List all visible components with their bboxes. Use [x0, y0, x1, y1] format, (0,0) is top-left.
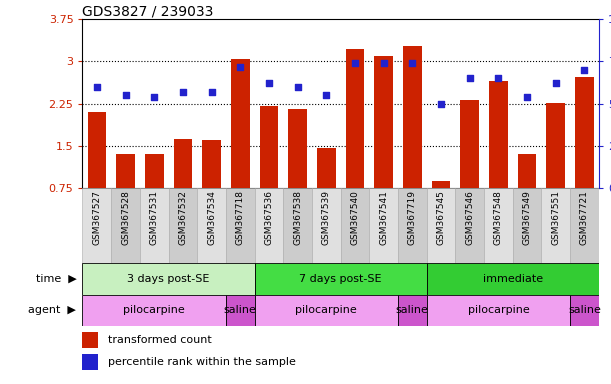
Text: GSM367538: GSM367538 — [293, 190, 302, 245]
Text: GSM367548: GSM367548 — [494, 190, 503, 245]
Bar — [369, 188, 398, 263]
Bar — [226, 188, 255, 263]
Text: GSM367545: GSM367545 — [436, 190, 445, 245]
Text: GSM367531: GSM367531 — [150, 190, 159, 245]
Point — [408, 60, 417, 66]
Bar — [82, 263, 255, 295]
Text: GSM367721: GSM367721 — [580, 190, 589, 245]
Bar — [426, 263, 599, 295]
Text: GSM367528: GSM367528 — [121, 190, 130, 245]
Point — [235, 63, 245, 70]
Point — [120, 92, 130, 98]
Bar — [255, 295, 398, 326]
Bar — [255, 188, 284, 263]
Text: pilocarpine: pilocarpine — [123, 305, 185, 315]
Text: GSM367536: GSM367536 — [265, 190, 274, 245]
Text: time  ▶: time ▶ — [35, 274, 76, 284]
Bar — [460, 100, 479, 188]
Bar — [455, 188, 484, 263]
Bar — [484, 188, 513, 263]
Bar — [226, 295, 255, 326]
Bar — [82, 333, 98, 348]
Point — [379, 60, 389, 66]
Bar — [312, 188, 340, 263]
Text: agent  ▶: agent ▶ — [29, 305, 76, 315]
Point — [522, 94, 532, 100]
Bar — [426, 295, 570, 326]
Text: GSM367540: GSM367540 — [351, 190, 359, 245]
Bar — [197, 188, 226, 263]
Bar — [340, 188, 369, 263]
Text: 7 days post-SE: 7 days post-SE — [299, 274, 382, 284]
Text: transformed count: transformed count — [108, 335, 212, 345]
Point — [264, 80, 274, 86]
Point — [321, 92, 331, 98]
Bar — [284, 188, 312, 263]
Text: GDS3827 / 239033: GDS3827 / 239033 — [82, 4, 214, 18]
Bar — [398, 188, 426, 263]
Bar — [570, 295, 599, 326]
Text: saline: saline — [224, 305, 257, 315]
Bar — [403, 46, 422, 188]
Point — [92, 84, 101, 90]
Bar — [174, 139, 192, 188]
Text: 3 days post-SE: 3 days post-SE — [127, 274, 210, 284]
Point — [436, 101, 446, 107]
Bar — [82, 354, 98, 369]
Point — [207, 89, 216, 95]
Text: GSM367719: GSM367719 — [408, 190, 417, 245]
Bar — [432, 181, 450, 188]
Text: saline: saline — [396, 305, 429, 315]
Point — [149, 94, 159, 100]
Text: GSM367718: GSM367718 — [236, 190, 245, 245]
Bar — [375, 56, 393, 188]
Bar — [398, 295, 426, 326]
Text: GSM367527: GSM367527 — [92, 190, 101, 245]
Bar — [255, 263, 426, 295]
Bar — [513, 188, 541, 263]
Text: GSM367534: GSM367534 — [207, 190, 216, 245]
Bar — [231, 59, 249, 188]
Point — [580, 67, 590, 73]
Text: pilocarpine: pilocarpine — [467, 305, 529, 315]
Bar — [489, 81, 508, 188]
Point — [551, 80, 561, 86]
Bar — [546, 103, 565, 188]
Bar — [169, 188, 197, 263]
Bar — [82, 188, 111, 263]
Text: percentile rank within the sample: percentile rank within the sample — [108, 357, 296, 367]
Text: GSM367539: GSM367539 — [322, 190, 331, 245]
Bar — [145, 154, 164, 188]
Text: GSM367546: GSM367546 — [465, 190, 474, 245]
Bar — [260, 106, 278, 188]
Text: GSM367551: GSM367551 — [551, 190, 560, 245]
Bar — [202, 140, 221, 188]
Text: saline: saline — [568, 305, 601, 315]
Bar — [140, 188, 169, 263]
Bar — [570, 188, 599, 263]
Bar — [346, 49, 364, 188]
Bar — [82, 295, 226, 326]
Text: pilocarpine: pilocarpine — [295, 305, 357, 315]
Text: GSM367541: GSM367541 — [379, 190, 388, 245]
Point — [494, 75, 503, 81]
Bar — [87, 112, 106, 188]
Point — [178, 89, 188, 95]
Bar — [317, 147, 335, 188]
Text: GSM367549: GSM367549 — [522, 190, 532, 245]
Bar — [575, 77, 594, 188]
Bar — [518, 154, 536, 188]
Bar — [426, 188, 455, 263]
Bar — [288, 109, 307, 188]
Text: immediate: immediate — [483, 274, 543, 284]
Point — [293, 84, 302, 90]
Bar — [541, 188, 570, 263]
Bar — [116, 154, 135, 188]
Bar — [111, 188, 140, 263]
Text: GSM367532: GSM367532 — [178, 190, 188, 245]
Point — [465, 75, 475, 81]
Point — [350, 60, 360, 66]
